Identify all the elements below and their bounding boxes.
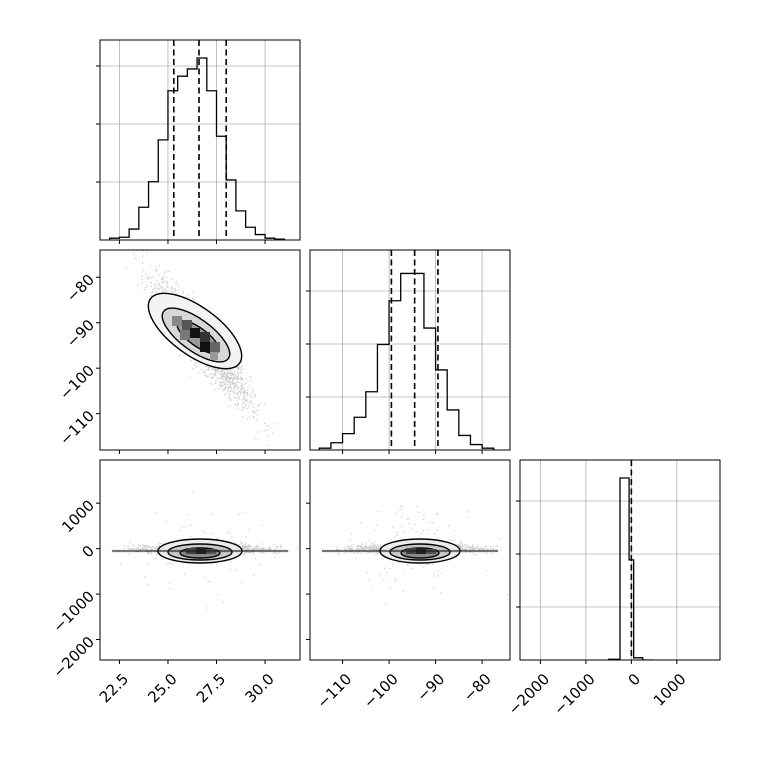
x-tick-label: −110 xyxy=(313,670,355,712)
hist-bars xyxy=(607,477,655,660)
y-tick-label: −80 xyxy=(63,271,98,306)
x-tick-label: −1000 xyxy=(550,670,599,719)
y-tick-label: −2000 xyxy=(49,633,98,682)
scatter-frame xyxy=(309,459,511,661)
histogram-step xyxy=(318,272,495,450)
scatter-frame xyxy=(99,459,301,661)
panel-hist-param1 xyxy=(96,39,301,244)
hist-frame xyxy=(99,39,301,241)
x-tick-label: 30.0 xyxy=(241,670,277,706)
x-tick-label: 25.0 xyxy=(144,670,180,706)
panel-scatter-param3-vs-param2: −110 −100 −90 −80 xyxy=(306,459,511,712)
hist-frame xyxy=(309,249,511,451)
y-tick-label: −1000 xyxy=(49,587,98,636)
y-tick-label: 1000 xyxy=(58,496,98,536)
hist-frame xyxy=(519,459,721,661)
y-tick-label: −110 xyxy=(56,407,98,449)
x-tick-label: 1000 xyxy=(650,670,690,710)
x-tick-label: −100 xyxy=(360,670,402,712)
density-bin xyxy=(182,320,192,330)
scatter-layer xyxy=(125,250,278,450)
histogram-step xyxy=(607,477,655,660)
scatter-layer xyxy=(327,505,510,604)
density-bin xyxy=(210,342,220,352)
density-bin xyxy=(200,342,210,352)
density-bin xyxy=(180,330,190,340)
x-tick-label: −90 xyxy=(413,670,448,705)
hist-bars xyxy=(109,57,286,240)
hist-bars xyxy=(318,272,495,450)
x-tick-label: 0 xyxy=(625,670,644,689)
x-tick-label: −2000 xyxy=(505,670,554,719)
y-tick-label: 0 xyxy=(79,542,98,561)
panel-scatter-param2-vs-param1: −80 −90 −100−110 xyxy=(56,249,301,454)
histogram-step xyxy=(109,57,286,240)
density-bin xyxy=(190,328,200,338)
y-tick-label: −90 xyxy=(63,316,98,351)
density-bin xyxy=(172,316,182,326)
density-bin xyxy=(200,332,210,342)
y-tick-label: −100 xyxy=(56,361,98,403)
panel-hist-param3: −2000−1000 0 1000 xyxy=(505,459,721,719)
x-tick-label: 22.5 xyxy=(96,670,132,706)
density-bin xyxy=(210,352,218,360)
x-tick-label: 27.5 xyxy=(193,670,229,706)
scatter-frame xyxy=(99,249,301,451)
x-tick-label: −80 xyxy=(460,670,495,705)
panel-hist-param2 xyxy=(306,249,511,454)
